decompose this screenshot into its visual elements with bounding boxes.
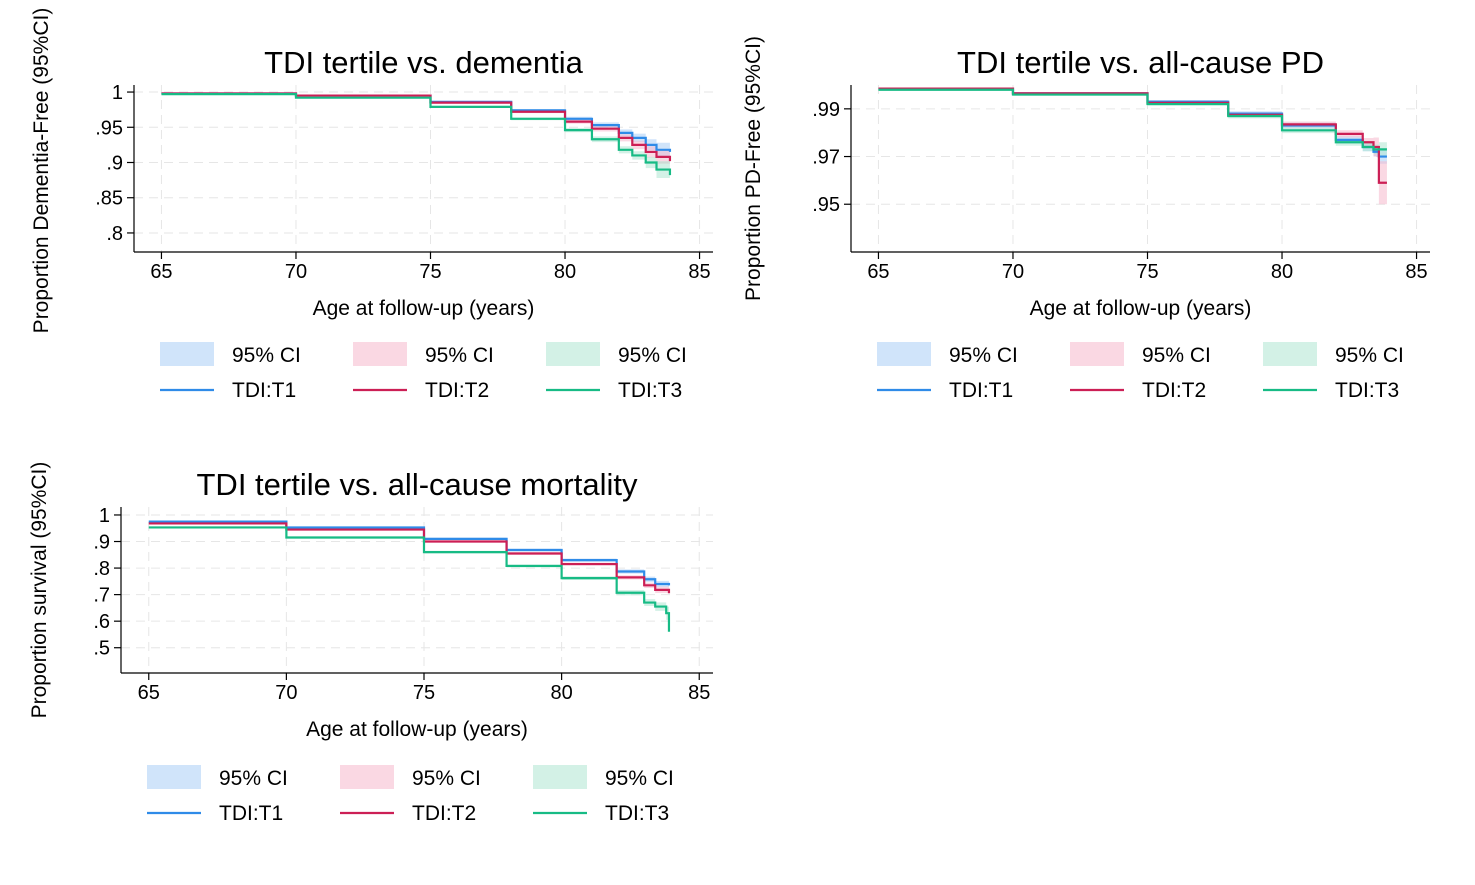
legend-ci-swatch xyxy=(877,342,931,366)
x-tick-label: 80 xyxy=(550,682,572,704)
legend-ci-label: 95% CI xyxy=(618,344,687,367)
plot-area xyxy=(878,87,1387,226)
legend-series-label: TDI:T3 xyxy=(605,802,669,825)
x-tick-label: 85 xyxy=(1405,261,1427,283)
y-axis-title: Proportion Dementia-Free (95%CI) xyxy=(30,8,53,334)
y-tick-label: .9 xyxy=(106,153,123,175)
series-line-t2 xyxy=(878,87,1387,184)
ci-band-t3 xyxy=(148,526,669,646)
x-axis-title: Age at follow-up (years) xyxy=(1030,297,1252,320)
series-line-t3 xyxy=(878,88,1387,151)
x-tick-label: 65 xyxy=(150,261,172,283)
chart-title: TDI tertile vs. dementia xyxy=(264,45,583,80)
chart-panel-2: TDI tertile vs. all-cause PD 65 70 75 80 85 .9… xyxy=(742,36,1430,402)
chart-title: TDI tertile vs. all-cause PD xyxy=(957,45,1324,80)
chart-title: TDI tertile vs. all-cause mortality xyxy=(197,467,638,502)
legend-series-label: TDI:T3 xyxy=(1335,379,1399,402)
legend-series-label: TDI:T3 xyxy=(618,379,682,402)
x-tick-label: 80 xyxy=(554,261,576,283)
y-tick-label: 1 xyxy=(112,82,123,104)
x-tick-label: 85 xyxy=(688,261,710,283)
legend-series-label: TDI:T1 xyxy=(232,379,296,402)
legend-ci-swatch xyxy=(1070,342,1124,366)
y-tick-label: .5 xyxy=(93,638,110,660)
x-tick-label: 85 xyxy=(688,682,710,704)
legend-ci-swatch xyxy=(147,765,201,789)
legend-ci-swatch xyxy=(340,765,394,789)
x-axis-title: Age at follow-up (years) xyxy=(306,718,528,741)
x-tick-label: 75 xyxy=(1136,261,1158,283)
x-tick-label: 75 xyxy=(413,682,435,704)
series-line-t3 xyxy=(161,93,672,176)
plot-area xyxy=(161,92,672,188)
legend-series-label: TDI:T2 xyxy=(425,379,489,402)
legend-ci-label: 95% CI xyxy=(949,344,1018,367)
x-tick-label: 70 xyxy=(1002,261,1024,283)
legend-ci-swatch xyxy=(160,342,214,366)
y-tick-label: .8 xyxy=(93,558,110,580)
legend-ci-swatch xyxy=(1263,342,1317,366)
y-tick-label: .6 xyxy=(93,611,110,633)
plot-area xyxy=(148,520,671,646)
ci-band-t3 xyxy=(161,93,670,188)
x-tick-label: 65 xyxy=(867,261,889,283)
series-line-t2 xyxy=(148,522,671,594)
legend-ci-label: 95% CI xyxy=(219,767,288,790)
x-tick-label: 70 xyxy=(285,261,307,283)
x-tick-label: 65 xyxy=(138,682,160,704)
y-tick-label: .7 xyxy=(93,585,110,607)
chart-panel-1: TDI tertile vs. dementia 65 70 75 80 85 1 .95 .9… xyxy=(30,8,713,402)
chart-panel-3: TDI tertile vs. all-cause mortality 65 70 7… xyxy=(28,462,713,825)
x-axis-title: Age at follow-up (years) xyxy=(313,297,535,320)
y-tick-label: .95 xyxy=(812,194,840,216)
x-tick-label: 70 xyxy=(275,682,297,704)
legend-ci-label: 95% CI xyxy=(232,344,301,367)
legend-series-label: TDI:T2 xyxy=(412,802,476,825)
legend-ci-label: 95% CI xyxy=(605,767,674,790)
legend-ci-swatch xyxy=(353,342,407,366)
series-line-t1 xyxy=(148,520,671,586)
y-tick-label: .99 xyxy=(812,99,840,121)
y-tick-label: .8 xyxy=(106,223,123,245)
x-tick-label: 80 xyxy=(1271,261,1293,283)
legend-series-label: TDI:T2 xyxy=(1142,379,1206,402)
y-axis-title: Proportion PD-Free (95%CI) xyxy=(742,36,765,301)
ci-band-t2 xyxy=(878,87,1387,226)
y-tick-label: .97 xyxy=(812,147,840,169)
y-axis-title: Proportion survival (95%CI) xyxy=(28,462,51,719)
y-tick-label: .85 xyxy=(95,188,123,210)
y-tick-label: .95 xyxy=(95,117,123,139)
legend-series-label: TDI:T1 xyxy=(219,802,283,825)
legend-ci-label: 95% CI xyxy=(1142,344,1211,367)
legend-ci-label: 95% CI xyxy=(412,767,481,790)
legend-series-label: TDI:T1 xyxy=(949,379,1013,402)
legend-ci-label: 95% CI xyxy=(425,344,494,367)
ci-band-t2 xyxy=(161,93,670,170)
legend-ci-swatch xyxy=(533,765,587,789)
y-tick-label: .9 xyxy=(93,532,110,554)
y-tick-label: 1 xyxy=(99,505,110,527)
legend-ci-label: 95% CI xyxy=(1335,344,1404,367)
series-line-t3 xyxy=(148,526,671,632)
x-tick-label: 75 xyxy=(419,261,441,283)
legend-ci-swatch xyxy=(546,342,600,366)
